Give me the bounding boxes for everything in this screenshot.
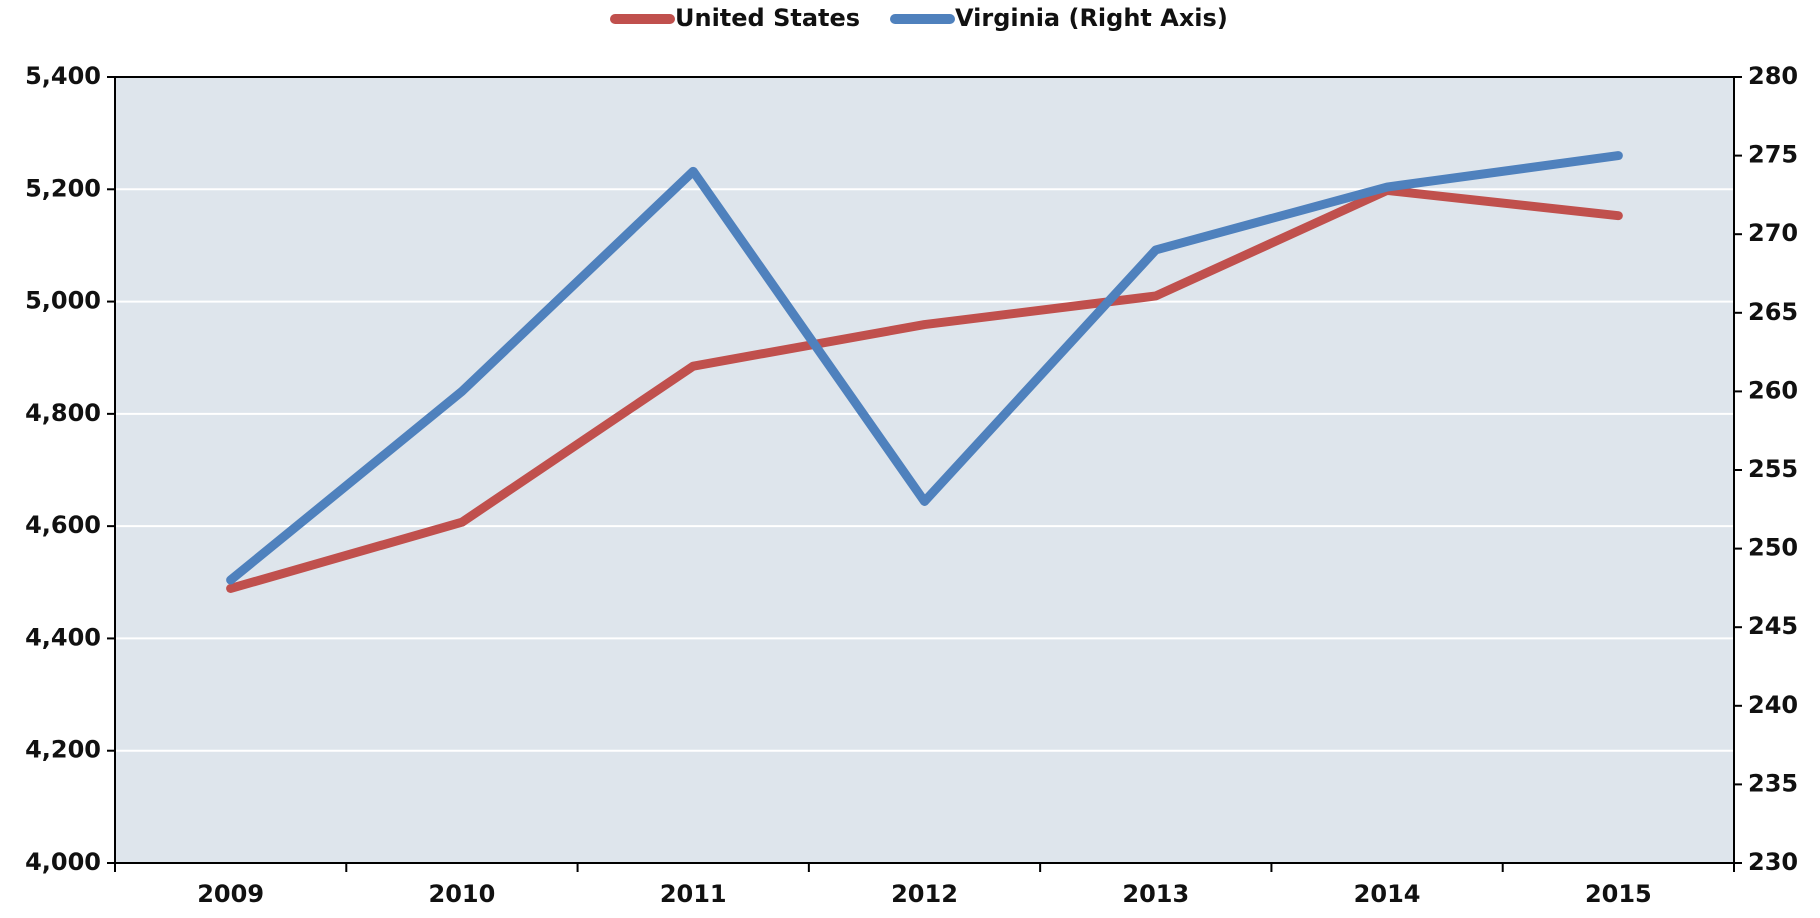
y-tick-label: 4,600 xyxy=(25,511,101,539)
y2-tick-label: 255 xyxy=(1748,455,1798,483)
y2-tick-label: 280 xyxy=(1748,62,1798,90)
y2-tick-label: 250 xyxy=(1748,534,1798,562)
x-tick-label: 2011 xyxy=(660,880,727,908)
y2-tick-label: 265 xyxy=(1748,298,1798,326)
plot-area xyxy=(115,77,1734,863)
x-tick-label: 2013 xyxy=(1122,880,1189,908)
y2-tick-label: 230 xyxy=(1748,848,1798,876)
x-tick-label: 2012 xyxy=(891,880,958,908)
y2-tick-label: 235 xyxy=(1748,769,1798,797)
x-tick-label: 2015 xyxy=(1585,880,1652,908)
legend-label: Virginia (Right Axis) xyxy=(955,4,1228,32)
legend-label: United States xyxy=(675,4,860,32)
x-tick-label: 2009 xyxy=(197,880,264,908)
y2-tick-label: 245 xyxy=(1748,612,1798,640)
y2-tick-label: 240 xyxy=(1748,691,1798,719)
y-tick-label: 5,400 xyxy=(25,62,101,90)
y2-tick-label: 275 xyxy=(1748,141,1798,169)
x-tick-label: 2014 xyxy=(1354,880,1421,908)
y-tick-label: 4,200 xyxy=(25,736,101,764)
y-tick-label: 4,400 xyxy=(25,623,101,651)
y-tick-label: 5,200 xyxy=(25,174,101,202)
y2-tick-label: 270 xyxy=(1748,219,1798,247)
y2-tick-label: 260 xyxy=(1748,376,1798,404)
y-tick-label: 4,800 xyxy=(25,399,101,427)
series-line xyxy=(226,151,1623,585)
y-tick-label: 4,000 xyxy=(25,848,101,876)
plot-border xyxy=(114,76,1735,864)
x-tick-label: 2010 xyxy=(429,880,496,908)
y-tick-label: 5,000 xyxy=(25,287,101,315)
